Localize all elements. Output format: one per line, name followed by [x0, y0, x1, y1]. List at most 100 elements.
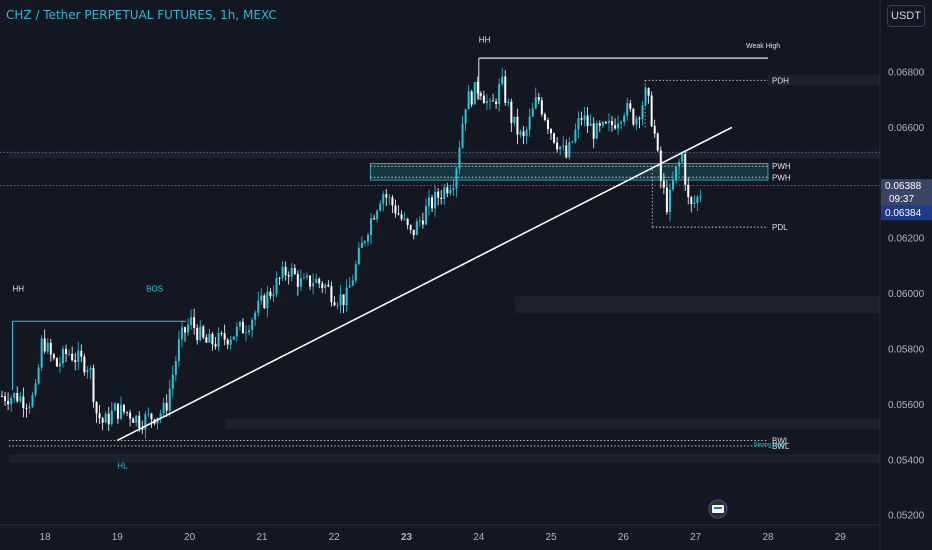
candle-body	[586, 115, 589, 126]
candle-body	[226, 339, 229, 345]
candle-body	[254, 312, 257, 320]
candle-body	[138, 415, 141, 429]
candle-body	[40, 338, 43, 368]
candle-body	[74, 360, 77, 362]
candle-body	[421, 220, 424, 225]
candle-body	[315, 278, 318, 283]
candle-body	[565, 145, 568, 158]
candle-body	[665, 187, 668, 213]
candle-body	[190, 317, 193, 325]
candle-body	[604, 121, 607, 124]
candle-body	[278, 278, 281, 279]
candle-body	[92, 367, 95, 403]
candle-body	[455, 168, 458, 189]
candle-body	[607, 121, 610, 124]
candle-body	[617, 123, 620, 129]
candle-body	[501, 76, 504, 85]
currency-button[interactable]: USDT	[887, 5, 925, 27]
candle-body	[22, 396, 25, 409]
candle-body	[363, 241, 366, 243]
candle-body	[171, 374, 174, 389]
trendline[interactable]	[116, 126, 733, 442]
candle-body	[309, 275, 312, 287]
zone-box	[8, 454, 881, 463]
candle-body	[241, 321, 244, 334]
candle-body	[257, 300, 260, 313]
candle-body	[440, 197, 443, 199]
time-tick-label: 25	[546, 532, 558, 543]
candle-body	[293, 268, 296, 275]
price-tick-label: 0.06600	[888, 123, 925, 134]
time-tick-label: 28	[762, 532, 774, 543]
candle-body	[470, 91, 473, 105]
time-tick-label: 29	[835, 532, 847, 543]
price-axis[interactable]: 0.068000.066000.064000.062000.060000.058…	[879, 0, 932, 550]
candle-body	[620, 122, 623, 124]
level-label: PWH	[772, 173, 791, 182]
candle-body	[269, 291, 272, 297]
candle-body	[598, 123, 601, 126]
candle-body	[424, 206, 427, 225]
candle-body	[306, 275, 308, 278]
candle-body	[559, 146, 562, 150]
candles-layer	[1, 67, 702, 439]
time-axis[interactable]: 18 19 20 21 22 23 24 25 26 27 28 29	[0, 524, 880, 543]
candle-body	[534, 97, 537, 109]
logo-icon[interactable]	[708, 499, 728, 519]
time-tick-label: 26	[618, 532, 630, 543]
candle-body	[626, 103, 629, 116]
candle-body	[632, 108, 635, 125]
candle-body	[336, 304, 339, 306]
candle-body	[601, 121, 604, 126]
candle-body	[132, 418, 135, 423]
candle-body	[113, 403, 116, 411]
level-label: PDL	[772, 223, 788, 232]
candle-body	[205, 337, 208, 343]
candle-body	[580, 118, 583, 120]
candle-body	[165, 402, 168, 411]
price-axis-bg	[880, 0, 932, 550]
candle-body	[644, 88, 647, 106]
candle-body	[653, 125, 656, 134]
candle-body	[141, 428, 144, 430]
last-price-badge	[881, 179, 932, 207]
bid-price-value: 0.06384	[885, 208, 922, 219]
candle-body	[37, 367, 40, 384]
candle-body	[437, 191, 440, 198]
candle-body	[162, 402, 165, 414]
price-tick-label: 0.05600	[888, 400, 925, 411]
candle-body	[379, 203, 382, 211]
candle-body	[525, 129, 528, 137]
candle-body	[354, 264, 357, 281]
candle-body	[1, 396, 3, 397]
candle-body	[504, 76, 507, 103]
candle-body	[184, 327, 186, 333]
candle-body	[324, 284, 327, 288]
candle-body	[629, 103, 632, 109]
candle-body	[406, 218, 409, 226]
candle-body	[229, 339, 232, 345]
candle-body	[260, 295, 263, 301]
candle-body	[272, 294, 275, 297]
candle-body	[251, 319, 254, 331]
candle-body	[614, 125, 617, 129]
time-tick-label: 22	[329, 532, 341, 543]
candle-body	[34, 383, 37, 395]
candle-body	[339, 294, 342, 305]
candle-body	[245, 332, 247, 334]
candle-body	[385, 194, 388, 198]
last-price-value: 0.06388	[885, 181, 922, 192]
annotations-layer: HH BOS HL HH Strong Low	[12, 35, 784, 470]
candle-body	[656, 133, 659, 151]
candle-body	[498, 84, 501, 105]
candle-body	[415, 221, 418, 236]
level-label: BWL	[772, 442, 790, 451]
candle-body	[434, 191, 437, 209]
candle-body	[144, 414, 147, 430]
annotation-label: HH	[479, 35, 491, 44]
zone-box	[8, 152, 881, 158]
candle-body	[397, 213, 400, 215]
level-label: PWH	[772, 162, 791, 171]
